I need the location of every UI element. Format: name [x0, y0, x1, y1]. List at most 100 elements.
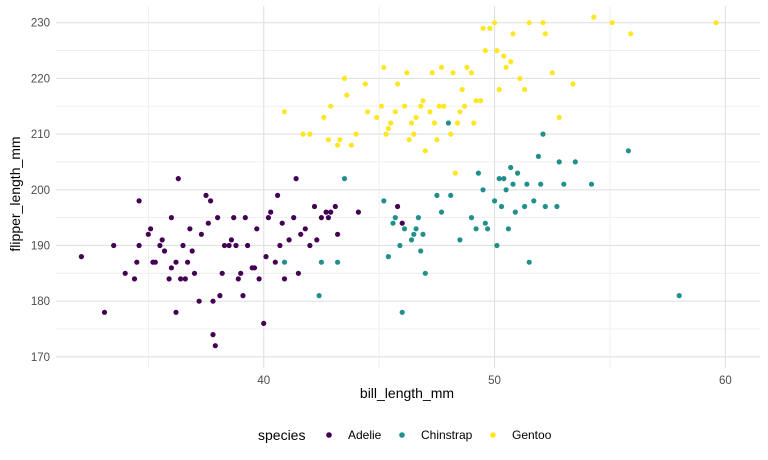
point-adelie: [233, 242, 239, 249]
point-chinstrap: [480, 187, 486, 193]
point-chinstrap: [510, 181, 516, 187]
point-gentoo: [438, 64, 445, 70]
point-adelie: [242, 215, 248, 221]
point-gentoo: [383, 131, 389, 137]
point-chinstrap: [468, 215, 475, 221]
point-chinstrap: [413, 226, 419, 232]
point-chinstrap: [588, 181, 595, 187]
point-gentoo: [441, 103, 447, 109]
point-gentoo: [381, 64, 387, 70]
point-chinstrap: [420, 231, 426, 237]
point-adelie: [196, 298, 202, 304]
point-adelie: [215, 215, 221, 221]
point-adelie: [134, 259, 140, 265]
legend-key-chinstrap: [399, 432, 405, 438]
point-gentoo: [341, 75, 348, 81]
point-gentoo: [420, 98, 426, 104]
point-gentoo: [457, 109, 463, 115]
point-gentoo: [378, 103, 385, 109]
point-adelie: [325, 215, 331, 221]
point-gentoo: [401, 103, 408, 109]
point-adelie: [159, 237, 165, 243]
point-adelie: [203, 192, 209, 198]
point-gentoo: [385, 125, 391, 132]
point-adelie: [323, 209, 329, 215]
point-gentoo: [549, 70, 555, 76]
point-chinstrap: [556, 159, 562, 165]
point-adelie: [231, 215, 237, 221]
point-gentoo: [413, 114, 419, 120]
point-adelie: [228, 237, 234, 243]
point-gentoo: [408, 120, 415, 126]
point-adelie: [210, 332, 216, 338]
point-adelie: [298, 231, 304, 237]
point-adelie: [180, 242, 186, 249]
point-adelie: [238, 270, 244, 276]
point-gentoo: [392, 109, 398, 115]
point-adelie: [191, 270, 198, 276]
point-adelie: [235, 276, 241, 282]
point-adelie: [275, 192, 281, 198]
point-chinstrap: [390, 220, 396, 226]
point-adelie: [295, 270, 301, 276]
point-gentoo: [374, 114, 380, 120]
point-gentoo: [427, 109, 433, 115]
point-gentoo: [526, 20, 532, 26]
point-chinstrap: [561, 181, 567, 187]
point-gentoo: [501, 53, 507, 59]
point-adelie: [221, 242, 228, 249]
y-tick-labels: 170 180 190 200 210 220 230: [31, 18, 50, 364]
point-chinstrap: [448, 192, 454, 198]
point-gentoo: [335, 142, 341, 148]
point-adelie: [168, 215, 174, 221]
x-axis-title: bill_length_mm: [360, 385, 454, 401]
point-gentoo: [388, 120, 394, 126]
point-chinstrap: [501, 176, 507, 182]
point-chinstrap: [401, 226, 408, 232]
point-adelie: [217, 293, 223, 299]
point-gentoo: [418, 103, 424, 109]
point-gentoo: [406, 137, 412, 143]
legend-key-gentoo: [490, 432, 496, 438]
point-chinstrap: [408, 237, 415, 243]
point-adelie: [168, 265, 174, 271]
point-gentoo: [713, 20, 719, 26]
x-tick-label: 60: [719, 375, 732, 387]
point-gentoo: [448, 131, 454, 137]
point-adelie: [318, 215, 324, 221]
point-chinstrap: [526, 259, 532, 265]
y-tick-label: 230: [31, 18, 50, 30]
point-adelie: [152, 259, 158, 265]
point-gentoo: [281, 109, 288, 115]
point-adelie: [281, 276, 288, 282]
legend-title: species: [258, 427, 305, 443]
point-gentoo: [609, 20, 615, 26]
point-adelie: [293, 176, 299, 182]
point-adelie: [355, 209, 361, 215]
point-adelie: [277, 242, 283, 249]
point-adelie: [205, 220, 211, 226]
point-chinstrap: [399, 309, 405, 315]
point-adelie: [189, 248, 195, 254]
point-adelie: [263, 254, 269, 260]
point-chinstrap: [392, 215, 398, 221]
minor-grid: [56, 6, 760, 368]
point-adelie: [245, 242, 251, 249]
point-adelie: [175, 176, 181, 182]
point-gentoo: [464, 64, 470, 70]
point-gentoo: [492, 20, 498, 26]
point-chinstrap: [503, 187, 509, 193]
point-adelie: [395, 203, 401, 210]
legend: species Adelie Chinstrap Gentoo: [258, 427, 552, 443]
point-chinstrap: [335, 259, 341, 265]
point-adelie: [399, 220, 405, 226]
point-gentoo: [508, 59, 514, 65]
point-chinstrap: [318, 259, 324, 265]
point-gentoo: [482, 48, 488, 54]
point-gentoo: [365, 109, 371, 115]
point-chinstrap: [381, 198, 387, 204]
point-adelie: [332, 203, 338, 210]
point-gentoo: [337, 137, 343, 143]
point-adelie: [240, 293, 246, 299]
